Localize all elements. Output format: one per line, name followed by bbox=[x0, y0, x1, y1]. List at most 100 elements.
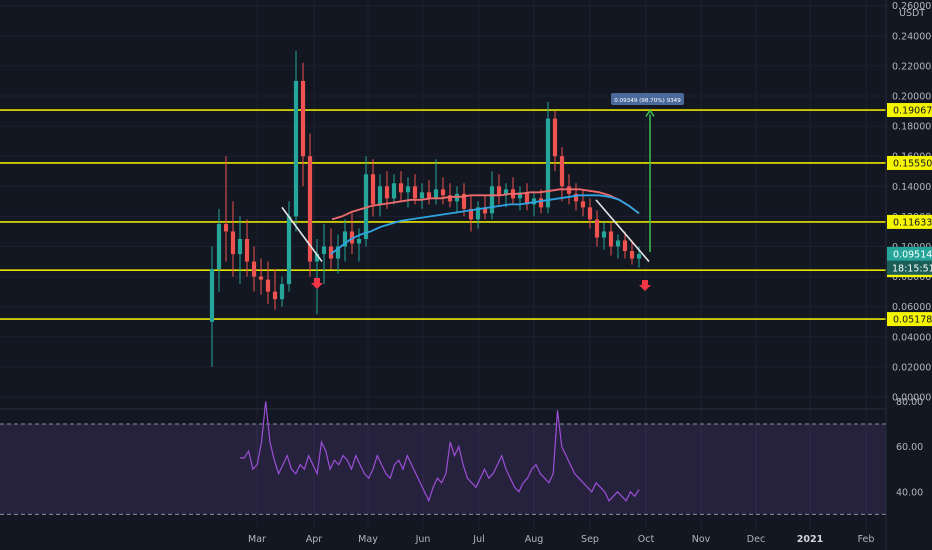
candle-body bbox=[580, 201, 586, 208]
rsi-tick-label: 40.00 bbox=[896, 487, 923, 498]
candle-body bbox=[559, 156, 565, 187]
candle-body bbox=[629, 251, 635, 259]
candle-body bbox=[524, 192, 530, 205]
level-price-tag[interactable] bbox=[887, 312, 932, 327]
candle-body bbox=[209, 269, 215, 322]
candle-body bbox=[608, 231, 614, 247]
countdown-tag bbox=[887, 260, 932, 275]
last-price-label: 0.09514 bbox=[893, 249, 932, 260]
time-axis-label: 2021 bbox=[797, 534, 823, 545]
arrow-annotations bbox=[311, 278, 651, 291]
time-axis-label: Nov bbox=[692, 534, 711, 545]
time-axis-label: Apr bbox=[306, 534, 323, 545]
candle-body bbox=[482, 207, 488, 214]
level-price-tag[interactable] bbox=[887, 214, 932, 229]
candle-body bbox=[398, 183, 404, 193]
candle-body bbox=[356, 238, 362, 244]
candle-body bbox=[552, 118, 558, 157]
measure-label-box bbox=[611, 93, 684, 105]
candle-body bbox=[615, 240, 621, 247]
candle-body bbox=[419, 192, 425, 199]
rsi-axis: 40.00 60.00 80.00 bbox=[896, 397, 923, 498]
candle-body bbox=[489, 186, 495, 214]
price-tick-label: 0.02000 bbox=[892, 362, 931, 373]
level-price-label: 0.11633 bbox=[893, 217, 932, 228]
candle-body bbox=[349, 231, 355, 244]
candle-body bbox=[216, 223, 222, 270]
candle-body bbox=[594, 219, 600, 238]
rsi-tick-label: 80.00 bbox=[896, 397, 923, 408]
rsi-line bbox=[240, 401, 640, 503]
countdown-label: 18:15:51 bbox=[892, 263, 932, 274]
candle-body bbox=[321, 246, 327, 255]
candle-body bbox=[573, 193, 579, 202]
candle-body bbox=[447, 195, 453, 202]
candle-body bbox=[426, 192, 432, 199]
rsi-band-fill bbox=[0, 424, 886, 515]
candle-body bbox=[335, 246, 341, 259]
candle-body bbox=[475, 207, 481, 220]
level-price-label: 0.05178 bbox=[893, 315, 932, 326]
time-axis-label: Dec bbox=[747, 534, 765, 545]
candle-body bbox=[370, 174, 376, 205]
level-price-tag[interactable] bbox=[887, 155, 932, 170]
time-axis[interactable]: Mar Apr May Jun Jul Aug Sep Oct Nov Dec 2021 Feb bbox=[248, 534, 874, 545]
trend-line[interactable] bbox=[281, 206, 323, 263]
price-tick-label: 0.24000 bbox=[892, 31, 931, 42]
time-axis-label: Jul bbox=[472, 534, 484, 545]
last-price-tag[interactable] bbox=[887, 246, 932, 261]
price-tick-label: 0.04000 bbox=[892, 332, 931, 343]
measure-arrowhead bbox=[645, 109, 655, 117]
candle-body bbox=[636, 254, 642, 259]
candle-body bbox=[384, 186, 390, 199]
grid-lines bbox=[0, 0, 886, 529]
candle-body bbox=[272, 291, 278, 300]
trend-line[interactable] bbox=[595, 199, 650, 263]
moving-average-line bbox=[331, 188, 640, 221]
candle-body bbox=[538, 198, 544, 208]
trend-lines[interactable] bbox=[281, 199, 650, 263]
candle-body bbox=[279, 284, 285, 300]
price-tick-label: 0.26000 bbox=[892, 1, 931, 12]
price-axis[interactable]: 0.000000.020000.040000.060000.080000.100… bbox=[887, 1, 932, 404]
time-axis-label: Jun bbox=[415, 534, 431, 545]
candle-body bbox=[545, 118, 551, 208]
candle-body bbox=[363, 174, 369, 239]
candle-body bbox=[300, 80, 306, 157]
candle-body bbox=[503, 189, 509, 196]
candle-body bbox=[230, 231, 236, 255]
time-axis-label: Sep bbox=[581, 534, 599, 545]
candle-body bbox=[251, 261, 257, 277]
down-arrow-icon bbox=[639, 280, 651, 291]
candle-body bbox=[237, 238, 243, 255]
price-tick-label: 0.08000 bbox=[892, 272, 931, 283]
time-axis-label: Mar bbox=[248, 534, 266, 545]
candle-body bbox=[517, 192, 523, 199]
time-axis-label: Oct bbox=[638, 534, 655, 545]
candle-body bbox=[412, 186, 418, 199]
horizontal-levels[interactable] bbox=[0, 109, 886, 320]
level-price-tag[interactable] bbox=[887, 103, 932, 118]
candle-body bbox=[433, 189, 439, 199]
moving-averages bbox=[330, 188, 640, 255]
candle-body bbox=[307, 156, 313, 262]
candle-body bbox=[293, 80, 299, 217]
price-tick-label: 0.00000 bbox=[892, 393, 931, 404]
candle-body bbox=[622, 240, 628, 252]
time-axis-label: Aug bbox=[525, 534, 544, 545]
candle-body bbox=[601, 231, 607, 238]
candle-body bbox=[265, 279, 271, 292]
price-tick-label: 0.06000 bbox=[892, 302, 931, 313]
candle-body bbox=[405, 186, 411, 193]
moving-average-line bbox=[330, 194, 640, 255]
candle-body bbox=[377, 186, 383, 205]
candle-body bbox=[342, 231, 348, 247]
candle-body bbox=[314, 254, 320, 262]
price-range-measure[interactable]: 0.09349 (98.70%) 9349 bbox=[611, 93, 684, 253]
time-axis-label: May bbox=[358, 534, 378, 545]
time-axis-label: Feb bbox=[858, 534, 875, 545]
measure-label: 0.09349 (98.70%) 9349 bbox=[614, 98, 681, 104]
candle-body bbox=[496, 186, 502, 196]
price-tick-label: 0.14000 bbox=[892, 182, 931, 193]
